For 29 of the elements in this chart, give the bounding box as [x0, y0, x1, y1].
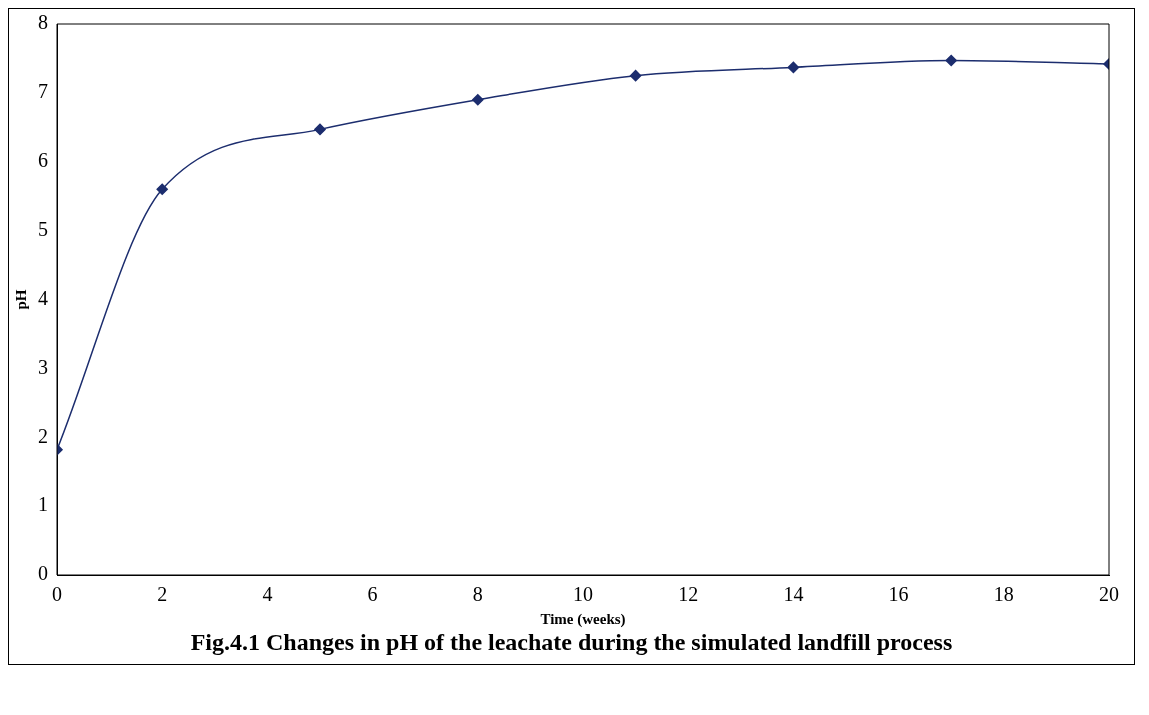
x-tick-label: 8 [472, 583, 483, 606]
y-tick-label: 4 [38, 286, 48, 309]
x-axis-title: Time (weeks) [540, 610, 626, 628]
y-tick-label: 0 [38, 562, 48, 585]
x-tick-label: 18 [993, 583, 1014, 606]
point [945, 54, 957, 67]
x-tick-label: 6 [367, 583, 378, 606]
point [156, 183, 168, 196]
x-tick-label: 10 [573, 583, 593, 606]
y-tick-label: 8 [38, 11, 48, 34]
y-tick-label: 3 [38, 355, 48, 378]
point [787, 61, 800, 74]
x-tick-label: 14 [783, 583, 804, 606]
y-tick-label: 2 [38, 424, 48, 447]
x-tick-label: 20 [1099, 583, 1119, 606]
y-tick-label: 1 [38, 493, 48, 516]
x-tick-label: 4 [262, 583, 273, 606]
x-tick-label: 12 [678, 583, 699, 606]
y-tick-label: 5 [38, 217, 48, 240]
x-tick-label: 16 [888, 583, 909, 606]
y-tick-label: 7 [38, 80, 48, 103]
y-axis-title: pH [12, 289, 29, 310]
y-tick-label: 6 [38, 149, 48, 171]
x-tick-label: 2 [157, 583, 168, 606]
text: Fig.4.1 Changes in pH of the leachate during the simulated landfill process [189, 629, 954, 656]
point [314, 123, 326, 136]
point [629, 69, 642, 82]
point [472, 94, 484, 106]
x-tick-label: 0 [52, 583, 62, 606]
